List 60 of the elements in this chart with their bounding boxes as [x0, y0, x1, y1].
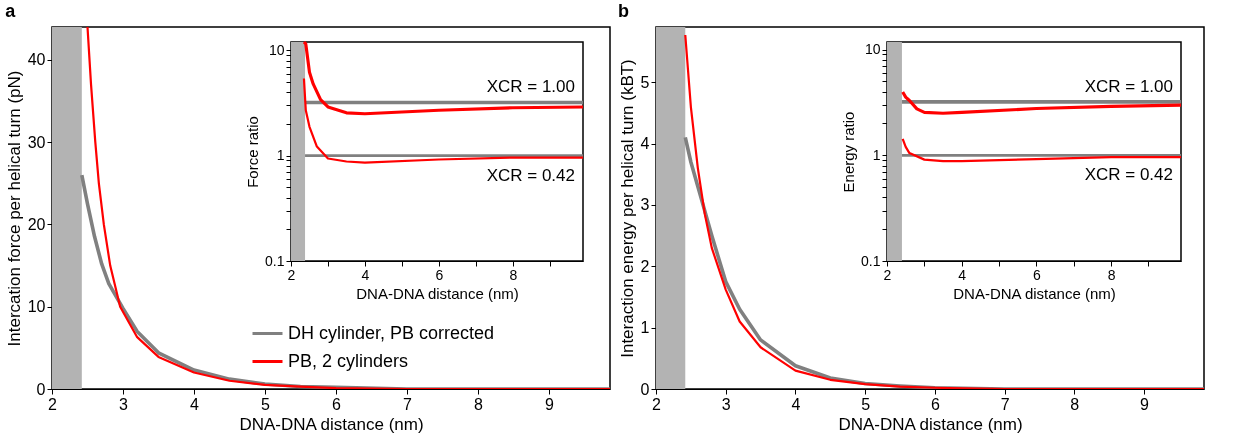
x-axis-title: DNA-DNA distance (nm): [239, 414, 424, 434]
x-tick-label: 9: [1140, 395, 1150, 413]
line-series: [302, 77, 585, 164]
y-tick-label: 10: [864, 41, 881, 58]
x-tick-label: 9: [544, 395, 554, 413]
y-tick-label: 0: [640, 380, 650, 398]
y-tick-label: 3: [640, 196, 650, 214]
y-tick-label: 10: [268, 41, 285, 58]
y-tick-label: 30: [27, 133, 46, 151]
chart-title: b: [618, 1, 630, 21]
x-tick-label: 8: [474, 395, 483, 413]
x-tick-label: 2: [652, 395, 662, 413]
chart-title: a: [5, 1, 17, 21]
x-tick-label: 3: [119, 395, 129, 413]
legend-label: DH cylinder, PB corrected: [288, 322, 495, 343]
x-tick-label: 3: [721, 395, 731, 413]
annotation: XCR = 0.42: [1084, 165, 1173, 185]
y-tick-label: 0.1: [265, 252, 285, 269]
line-series: [86, 27, 610, 389]
annotation: XCR = 0.42: [486, 165, 575, 185]
line-series: [901, 137, 1183, 163]
x-tick-label: 4: [361, 266, 370, 283]
y-tick-label: 1: [276, 147, 285, 164]
y-axis-title: Energy ratio: [840, 111, 858, 193]
x-tick-label: 2: [48, 395, 58, 413]
y-tick-label: 0: [36, 380, 46, 398]
x-axis-title: DNA-DNA distance (nm): [838, 414, 1023, 434]
x-tick-label: 6: [1033, 266, 1042, 283]
line-series: [684, 33, 1204, 389]
x-axis-title: DNA-DNA distance (nm): [356, 284, 519, 302]
x-tick-label: 2: [883, 266, 892, 283]
y-tick-label: 20: [27, 215, 46, 233]
line-series: [901, 90, 1183, 115]
y-tick-label: 5: [640, 73, 650, 91]
x-tick-label: 8: [509, 266, 518, 283]
x-axis-title: DNA-DNA distance (nm): [953, 284, 1116, 302]
y-axis-title: Interaction energy per helical turn (kBT): [617, 59, 637, 358]
x-tick-label: 7: [403, 395, 413, 413]
annotation: XCR = 1.00: [1084, 76, 1173, 96]
y-tick-label: 40: [27, 51, 46, 69]
x-tick-label: 8: [1107, 266, 1116, 283]
y-tick-label: 10: [27, 298, 46, 316]
x-tick-label: 8: [1070, 395, 1080, 413]
y-tick-label: 0.1: [861, 252, 881, 269]
y-tick-label: 1: [640, 319, 650, 337]
x-tick-label: 2: [287, 266, 296, 283]
x-tick-label: 6: [332, 395, 342, 413]
x-tick-label: 4: [190, 395, 200, 413]
x-tick-label: 4: [958, 266, 967, 283]
x-tick-label: 4: [791, 395, 801, 413]
line-series: [302, 40, 585, 116]
y-axis-title: Force ratio: [244, 116, 262, 188]
y-tick-label: 4: [640, 135, 650, 153]
x-tick-label: 6: [930, 395, 940, 413]
x-tick-label: 7: [1000, 395, 1010, 413]
legend-label: PB, 2 cylinders: [288, 350, 409, 371]
y-axis-title: Intercation force per helical turn (pN): [4, 70, 24, 347]
x-tick-label: 6: [435, 266, 444, 283]
annotation: XCR = 1.00: [486, 77, 575, 97]
y-tick-label: 1: [872, 146, 881, 163]
